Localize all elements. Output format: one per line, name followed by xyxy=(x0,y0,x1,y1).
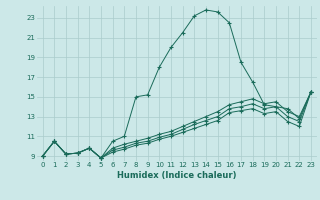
X-axis label: Humidex (Indice chaleur): Humidex (Indice chaleur) xyxy=(117,171,236,180)
